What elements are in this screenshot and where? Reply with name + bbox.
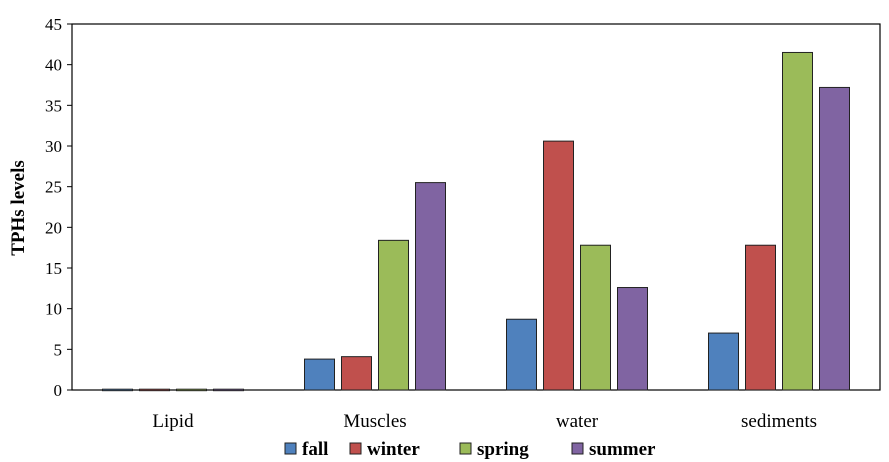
legend-swatch-winter	[349, 442, 362, 455]
y-tick-label: 10	[45, 300, 62, 319]
x-category-label: sediments	[741, 411, 817, 432]
plot-frame	[71, 23, 881, 391]
x-category-label: Muscles	[343, 411, 406, 432]
y-tick-label: 5	[54, 340, 63, 359]
bar-fall-lipid	[102, 388, 133, 392]
legend-label-fall: fall	[302, 439, 328, 460]
y-tick-label: 0	[54, 381, 63, 400]
x-category-label: Lipid	[152, 411, 194, 432]
plot-area	[71, 23, 881, 391]
legend-swatch-summer	[571, 442, 584, 455]
x-category-label: water	[556, 411, 599, 432]
bar-winter-water	[543, 140, 574, 391]
y-axis-title: TPHs levels	[8, 160, 29, 256]
bar-summer-lipid	[213, 388, 244, 392]
bar-summer-water	[617, 287, 648, 391]
legend-label-winter: winter	[367, 439, 420, 460]
bar-spring-lipid	[176, 388, 207, 392]
y-tick-label: 30	[45, 137, 62, 156]
legend-swatch-fall	[284, 442, 297, 455]
x-axis-labels: Lipid Muscles water sediments	[152, 411, 817, 432]
y-tick-label: 35	[45, 96, 62, 115]
legend-swatch-spring	[459, 442, 472, 455]
y-axis-ticks: 0 5 10 15 20 25 30 35 40 45	[45, 15, 72, 400]
bars	[102, 51, 850, 392]
legend: fall winter spring summer	[284, 439, 656, 460]
y-tick-label: 15	[45, 259, 62, 278]
bar-fall-water	[506, 318, 537, 391]
y-tick-label: 20	[45, 218, 62, 237]
legend-label-summer: summer	[589, 439, 656, 460]
y-tick-label: 25	[45, 178, 62, 197]
bar-spring-muscles	[378, 239, 409, 391]
bar-spring-water	[580, 244, 611, 391]
y-tick-label: 45	[45, 15, 62, 34]
bar-winter-muscles	[341, 356, 372, 391]
y-tick-label: 40	[45, 56, 62, 75]
bar-summer-muscles	[415, 182, 446, 391]
bar-summer-sediments	[819, 86, 850, 391]
bar-fall-muscles	[304, 358, 335, 391]
bar-fall-sediments	[708, 332, 739, 391]
legend-label-spring: spring	[477, 439, 529, 460]
bar-winter-sediments	[745, 244, 776, 391]
bar-winter-lipid	[139, 388, 170, 392]
bar-spring-sediments	[782, 51, 813, 391]
